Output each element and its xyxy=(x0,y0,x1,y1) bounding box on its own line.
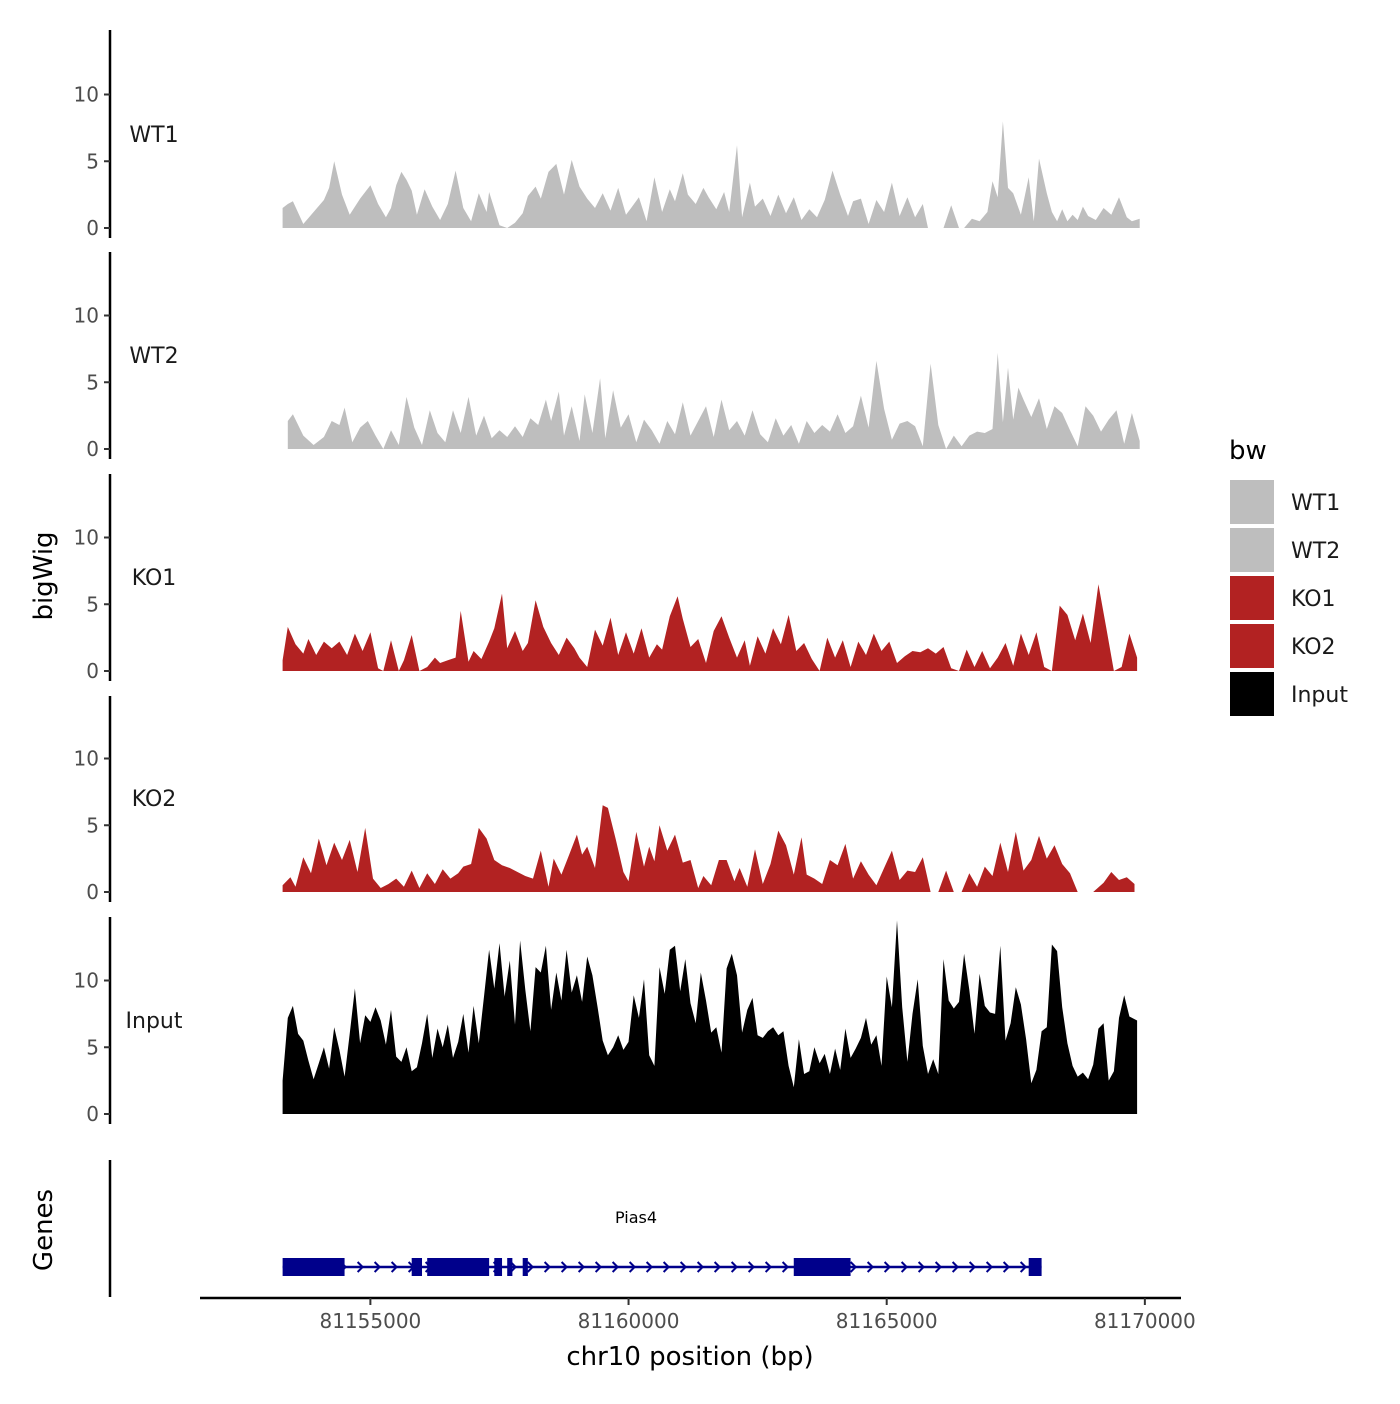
strand-arrow xyxy=(900,1261,909,1273)
strand-arrow xyxy=(1019,1261,1028,1273)
y-tick-label: 10 xyxy=(74,747,99,771)
gene-name-label: Pias4 xyxy=(615,1208,657,1227)
y-tick-label: 0 xyxy=(86,216,99,240)
legend-swatch-wt1 xyxy=(1230,480,1274,524)
strand-arrow xyxy=(645,1261,654,1273)
legend-swatch-input xyxy=(1230,672,1274,716)
y-tick-label: 10 xyxy=(74,83,99,107)
strand-arrow xyxy=(849,1261,858,1273)
y-tick-label: 0 xyxy=(86,659,99,683)
legend-label-ko2: KO2 xyxy=(1291,635,1336,660)
strand-arrow xyxy=(951,1261,960,1273)
y-tick-label: 5 xyxy=(86,149,99,173)
legend-swatch-ko1 xyxy=(1230,576,1274,620)
track-input: 0 5 10 Input xyxy=(74,917,1138,1126)
x-axis: 81155000 81160000 81165000 81170000 xyxy=(200,1296,1196,1333)
track-ko2: 0 5 10 KO2 xyxy=(74,696,1135,904)
track-label: KO1 xyxy=(132,566,177,591)
gene-pias4: Pias4 xyxy=(282,1208,1042,1276)
strand-arrow xyxy=(662,1261,671,1273)
tracks-layer: 0 5 10 WT1 0 5 10 WT2 0 5 10 KO1 0 5 10 KO2 0 5 10 Input xyxy=(74,30,1140,1126)
y-tick-label: 0 xyxy=(86,437,99,461)
strand-arrow xyxy=(713,1261,722,1273)
track-label: WT1 xyxy=(129,123,178,148)
gene-exon xyxy=(507,1258,513,1276)
strand-arrow xyxy=(917,1261,926,1273)
track-label: KO2 xyxy=(132,787,177,812)
legend-swatch-wt2 xyxy=(1230,528,1274,572)
legend-label-wt1: WT1 xyxy=(1291,491,1340,516)
legend-label-wt2: WT2 xyxy=(1291,539,1340,564)
gene-exon xyxy=(793,1258,851,1276)
strand-arrow xyxy=(390,1261,399,1273)
y-tick-label: 10 xyxy=(74,304,99,328)
gene-exon xyxy=(494,1258,503,1276)
legend-label-input: Input xyxy=(1291,683,1348,708)
strand-arrow xyxy=(1002,1261,1011,1273)
y-tick-label: 0 xyxy=(86,880,99,904)
gene-exon xyxy=(282,1258,345,1276)
coverage-area xyxy=(287,352,1140,449)
track-wt2: 0 5 10 WT2 xyxy=(74,252,1140,461)
coverage-area xyxy=(282,121,1140,228)
coverage-area xyxy=(282,920,1138,1114)
strand-arrow xyxy=(373,1261,382,1273)
track-label: WT2 xyxy=(129,344,178,369)
strand-arrow xyxy=(968,1261,977,1273)
y-tick-label: 10 xyxy=(74,526,99,550)
gene-exon xyxy=(522,1258,528,1276)
y-axis-title: bigWig xyxy=(29,531,59,620)
gene-track: Pias4 xyxy=(108,1160,1042,1297)
track-label: Input xyxy=(126,1009,183,1034)
coverage-area xyxy=(282,584,1138,671)
legend-swatch-ko2 xyxy=(1230,624,1274,668)
x-tick-label: 81155000 xyxy=(319,1309,421,1333)
strand-arrow xyxy=(781,1261,790,1273)
strand-arrow xyxy=(883,1261,892,1273)
gene-exon xyxy=(1028,1258,1042,1276)
strand-arrow xyxy=(356,1261,365,1273)
legend: bw WT1 WT2 KO1 KO2 Input xyxy=(1229,436,1348,716)
legend-title: bw xyxy=(1229,436,1267,466)
track-ko1: 0 5 10 KO1 xyxy=(74,474,1138,683)
strand-arrow xyxy=(526,1261,535,1273)
coverage-area xyxy=(282,805,1135,892)
strand-arrow xyxy=(866,1261,875,1273)
y-tick-label: 5 xyxy=(86,370,99,394)
strand-arrow xyxy=(985,1261,994,1273)
y-tick-label: 5 xyxy=(86,592,99,616)
genes-axis-title: Genes xyxy=(29,1189,59,1271)
y-tick-label: 0 xyxy=(86,1102,99,1126)
gene-exon xyxy=(411,1258,423,1276)
gene-exon xyxy=(427,1258,490,1276)
y-tick-label: 10 xyxy=(74,969,99,993)
strand-arrow xyxy=(764,1261,773,1273)
strand-arrow xyxy=(577,1261,586,1273)
x-tick-label: 81165000 xyxy=(836,1309,938,1333)
strand-arrow xyxy=(730,1261,739,1273)
x-tick-label: 81160000 xyxy=(578,1309,680,1333)
y-tick-label: 5 xyxy=(86,1035,99,1059)
y-tick-label: 5 xyxy=(86,813,99,837)
strand-arrow xyxy=(747,1261,756,1273)
strand-arrow xyxy=(611,1261,620,1273)
x-axis-title: chr10 position (bp) xyxy=(566,1342,813,1372)
legend-label-ko1: KO1 xyxy=(1291,587,1336,612)
strand-arrow xyxy=(628,1261,637,1273)
strand-arrow xyxy=(934,1261,943,1273)
x-tick-label: 81170000 xyxy=(1094,1309,1196,1333)
strand-arrow xyxy=(679,1261,688,1273)
track-wt1: 0 5 10 WT1 xyxy=(74,30,1140,240)
strand-arrow xyxy=(594,1261,603,1273)
strand-arrow xyxy=(543,1261,552,1273)
strand-arrow xyxy=(696,1261,705,1273)
strand-arrow xyxy=(560,1261,569,1273)
